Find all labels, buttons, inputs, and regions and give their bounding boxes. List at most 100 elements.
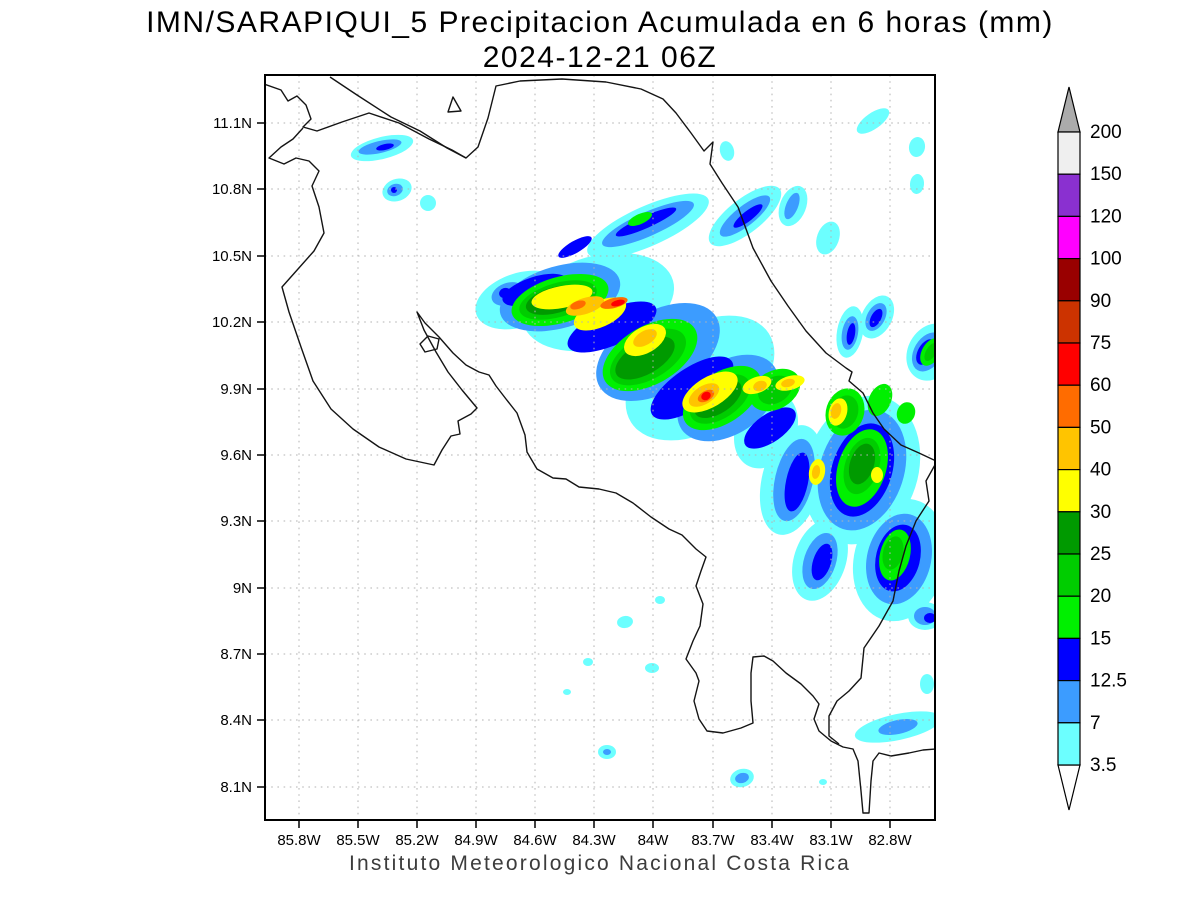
colorbar-label: 15 (1090, 628, 1111, 649)
colorbar-box (1057, 131, 1081, 175)
coastlines (265, 76, 935, 814)
precip-blob-or (570, 300, 586, 310)
precip-blob-bl (567, 301, 657, 353)
colorbar-box (1057, 637, 1081, 682)
precip-blob-lb (878, 718, 918, 736)
x-tick-label: 85.8W (277, 832, 321, 849)
precip-blob-g1 (896, 402, 916, 424)
x-tick-label: 85.5W (336, 832, 380, 849)
y-tick-label: 9.6N (220, 447, 252, 464)
colorbar-box (1057, 679, 1081, 724)
precip-blob-g1 (627, 212, 653, 226)
map-plot-area: 85.8W 85.5W 85.2W 84.9W 84.6W 84.3W 84W 83.7W 83… (212, 74, 936, 849)
island-outline (419, 335, 440, 353)
x-tick-label: 84W (638, 832, 670, 849)
precip-blob-cy (645, 663, 659, 673)
x-tick-label: 83.1W (809, 832, 853, 849)
x-tick-label: 82.8W (868, 832, 912, 849)
colorbar-box (1057, 215, 1081, 260)
precip-blob-cy (563, 689, 571, 695)
precip-blob-bl (391, 187, 397, 193)
coastline-path (265, 83, 467, 159)
precip-blob-g3 (848, 443, 876, 485)
colorbar-box (1057, 342, 1081, 386)
x-tick-label: 83.4W (750, 832, 794, 849)
precip-blob-bl (784, 452, 810, 512)
colorbar-label: 12.5 (1090, 671, 1127, 692)
precip-blob-lb (784, 192, 800, 220)
precip-blob-re (701, 391, 711, 401)
precip-blob-bl (744, 407, 796, 449)
colorbar-label: 40 (1090, 460, 1111, 481)
precip-blob-ye (871, 467, 883, 483)
page-title: IMN/SARAPIQUI_5 Precipitacion Acumulada … (146, 6, 1054, 39)
colorbar-label: 3.5 (1090, 755, 1116, 776)
footer-attribution: Instituto Meteorologico Nacional Costa R… (349, 852, 851, 875)
precip-blob-lb (603, 749, 611, 755)
coastline-path (828, 463, 935, 745)
precip-blob-cy (908, 137, 926, 157)
precip-blob-bl (846, 323, 856, 345)
precip-blob-bl (811, 543, 833, 581)
precip-blob-bl (924, 613, 935, 623)
y-tick-label: 11.1N (213, 115, 252, 132)
colorbar-box (1057, 469, 1081, 513)
colorbar-box (1057, 511, 1081, 555)
precip-blob-lb (735, 772, 749, 784)
colorbar-box (1057, 553, 1081, 597)
colorbar-label: 30 (1090, 502, 1111, 523)
y-tick-label: 8.4N (220, 712, 252, 729)
precip-blob-cy (719, 141, 735, 161)
precip-blob-bl (733, 204, 763, 228)
colorbar-label: 60 (1090, 375, 1111, 396)
precip-blob-re (611, 299, 625, 307)
precip-blob-cy (856, 108, 890, 134)
y-tick-label: 10.5N (212, 248, 252, 265)
colorbar-legend: 200 150 120 100 90 75 60 50 40 30 25 20 15 12.5 7 3.5 (1057, 86, 1127, 811)
x-tick-label: 84.9W (454, 832, 498, 849)
gridlines (265, 75, 935, 820)
precip-blob-go (565, 296, 605, 316)
precip-blob-cy (655, 596, 665, 604)
x-tick-label: 83.7W (691, 832, 735, 849)
precip-blob-go (633, 329, 657, 347)
colorbar-label: 90 (1090, 291, 1111, 312)
y-tick-label: 10.2N (212, 314, 252, 331)
coastline-path (329, 76, 935, 462)
colorbar-box (1057, 258, 1081, 302)
colorbar-label: 100 (1090, 249, 1122, 270)
colorbar-box (1057, 384, 1081, 429)
colorbar-label: 25 (1090, 544, 1111, 565)
colorbar-label: 50 (1090, 417, 1111, 438)
colorbar-label: 7 (1090, 713, 1101, 734)
colorbar-box (1057, 173, 1081, 217)
colorbar-label: 75 (1090, 333, 1111, 354)
y-tick-label: 8.7N (220, 646, 252, 663)
y-tick-label: 9.3N (220, 513, 252, 530)
y-tick-label: 9N (233, 580, 252, 597)
plot-border (264, 74, 936, 821)
precip-blob-go (811, 465, 821, 479)
axis-ticks (257, 122, 891, 828)
precip-blob-cy (583, 658, 593, 666)
precip-blob-g1 (867, 383, 893, 417)
colorbar-box (1057, 300, 1081, 344)
precip-blob-go (830, 403, 842, 419)
precip-blob-cy (909, 174, 925, 194)
precip-blob-bl (558, 236, 592, 258)
y-tick-label: 10.8N (212, 181, 252, 198)
precip-blob-g3 (615, 336, 675, 380)
precip-blob-cy (920, 674, 934, 694)
colorbar-label: 150 (1090, 164, 1122, 185)
precip-blob-bl (869, 308, 883, 328)
colorbar-box (1057, 426, 1081, 471)
precip-blob-cy (816, 221, 840, 255)
precip-blob-go (781, 378, 795, 388)
island-outline (447, 96, 462, 113)
x-tick-label: 84.3W (572, 832, 616, 849)
colorbar-box (1057, 722, 1081, 766)
y-tick-label: 8.1N (220, 779, 252, 796)
colorbar-label: 200 (1090, 122, 1122, 143)
precip-blob-cy (819, 779, 827, 785)
y-tick-label: 9.9N (220, 381, 252, 398)
